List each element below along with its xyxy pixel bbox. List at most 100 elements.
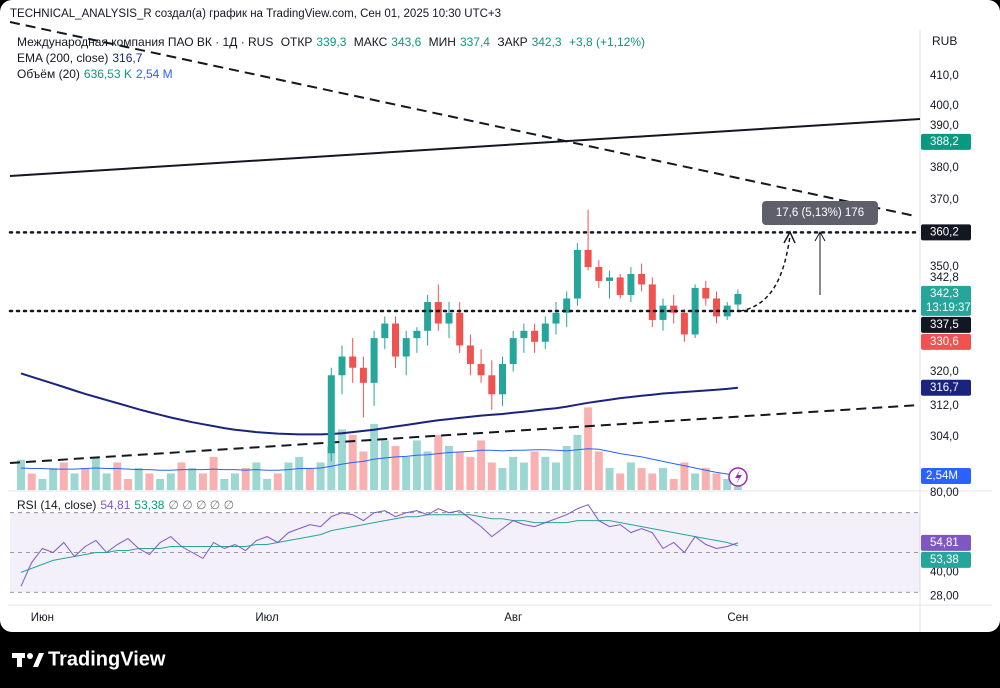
volume-bar bbox=[102, 473, 111, 490]
ohlc-key: МАКС bbox=[353, 35, 388, 49]
y-tick-label: 390,0 bbox=[930, 120, 959, 132]
price-label-box bbox=[921, 333, 971, 350]
volume-bar bbox=[552, 462, 560, 490]
rsi-ma-value: 53,38 bbox=[134, 498, 165, 512]
countdown: 13:19:37 bbox=[926, 302, 971, 314]
volume-ma-value: 2,54 M bbox=[135, 67, 173, 81]
price-label: 360,2 bbox=[930, 226, 959, 238]
volume-bar bbox=[691, 473, 700, 490]
price-label: 316,7 bbox=[930, 382, 959, 394]
projection-curve bbox=[739, 235, 791, 312]
volume-bar bbox=[231, 473, 239, 490]
candle-body bbox=[509, 338, 517, 364]
volume-bar bbox=[27, 473, 36, 490]
author-line: TECHNICAL_ANALYSIS_R создал(а) график на… bbox=[10, 8, 501, 20]
y-tick-label: 350,0 bbox=[930, 261, 959, 273]
volume-value: 636,53 K bbox=[83, 67, 132, 81]
candle-body bbox=[616, 277, 624, 295]
volume-bar bbox=[359, 451, 368, 490]
logo-mark bbox=[17, 653, 22, 667]
candle-body bbox=[670, 305, 678, 313]
candle-body bbox=[466, 345, 474, 364]
candle-body bbox=[563, 298, 571, 313]
volume-bar bbox=[59, 462, 68, 490]
price-label-box bbox=[921, 133, 971, 150]
y-tick-label: 410,0 bbox=[930, 70, 959, 82]
candle-body bbox=[680, 312, 688, 335]
candle-body bbox=[638, 273, 646, 285]
ema-value: 316,7 bbox=[112, 51, 143, 65]
y-tick-label: 380,0 bbox=[930, 162, 959, 174]
volume-bar bbox=[723, 478, 732, 490]
volume-bar bbox=[252, 462, 261, 490]
candle-body bbox=[734, 293, 742, 305]
ohlc-value: 337,4 bbox=[459, 35, 490, 49]
rsi-tick-label: 80,00 bbox=[930, 487, 959, 499]
volume-bar bbox=[166, 473, 175, 490]
y-tick-label: 312,0 bbox=[930, 400, 959, 412]
candle-body bbox=[627, 273, 635, 295]
ema-line bbox=[20, 372, 739, 436]
ohlc-key: МИН bbox=[428, 35, 456, 49]
y-tick-label: 342,8 bbox=[930, 272, 959, 284]
candle-body bbox=[445, 312, 453, 324]
volume-bar bbox=[316, 462, 325, 490]
volume-name: Объём (20) bbox=[17, 67, 80, 81]
currency: RUB bbox=[932, 34, 958, 48]
rsi-line bbox=[20, 504, 739, 587]
volume-bar bbox=[434, 434, 443, 490]
candle-body bbox=[595, 267, 603, 281]
chart-background bbox=[0, 0, 1000, 632]
volume-ma-label-box bbox=[921, 468, 971, 485]
trend-line bbox=[9, 118, 921, 177]
y-tick-label: 320,0 bbox=[930, 366, 959, 378]
volume-bar bbox=[338, 429, 346, 490]
candle-body bbox=[370, 338, 378, 383]
arrow-head bbox=[814, 230, 826, 242]
volume-bar bbox=[263, 478, 272, 490]
volume-bar bbox=[209, 456, 218, 490]
rsi-label: 54,81 bbox=[930, 537, 959, 549]
price-label: 337,5 bbox=[930, 319, 959, 331]
rsi-inputs: ∅ ∅ ∅ ∅ ∅ bbox=[168, 498, 235, 512]
volume-bar bbox=[49, 467, 58, 490]
volume-bar bbox=[273, 473, 282, 490]
rsi-band bbox=[10, 512, 920, 593]
candle-body bbox=[456, 312, 464, 346]
volume-bar bbox=[616, 473, 625, 490]
volume-bar bbox=[712, 473, 721, 490]
volume-bar bbox=[498, 467, 507, 490]
volume-bar bbox=[605, 467, 614, 490]
volume-bar bbox=[188, 467, 197, 490]
volume-bar bbox=[402, 456, 411, 490]
volume-bar bbox=[680, 462, 689, 490]
price-label: 388,2 bbox=[930, 136, 959, 148]
volume-bar bbox=[124, 478, 132, 490]
ema-name: EMA (200, close) bbox=[17, 51, 109, 65]
ohlc-key: ЗАКР bbox=[497, 35, 528, 49]
volume-bar bbox=[519, 462, 528, 490]
rsi-value: 54,81 bbox=[100, 498, 131, 512]
rsi-tick-label: 40,00 bbox=[930, 566, 959, 578]
candle-body bbox=[520, 330, 528, 339]
trend-line bbox=[9, 21, 916, 217]
candle-body bbox=[573, 249, 581, 299]
ohlc-key: ОТКР bbox=[280, 35, 313, 49]
logo-text: TradingView bbox=[48, 648, 166, 670]
volume-bar bbox=[487, 462, 496, 490]
x-tick-label: Июл bbox=[255, 612, 278, 624]
rsi-tick-label: 28,00 bbox=[930, 590, 959, 602]
volume-bar bbox=[156, 478, 165, 490]
volume-bar bbox=[145, 473, 154, 490]
price-label: 330,6 bbox=[930, 336, 959, 348]
legend-main: Международная компания ПАО ВК · 1Д · RUS… bbox=[17, 34, 649, 50]
change: +3,8 (+1,12%) bbox=[568, 35, 646, 49]
volume-bar bbox=[284, 462, 293, 490]
volume-bar bbox=[648, 473, 657, 490]
volume-bar bbox=[198, 473, 207, 490]
volume-bar bbox=[327, 445, 336, 490]
logo-mark bbox=[27, 653, 33, 659]
volume-bar bbox=[177, 462, 186, 490]
volume-bar bbox=[530, 451, 539, 490]
